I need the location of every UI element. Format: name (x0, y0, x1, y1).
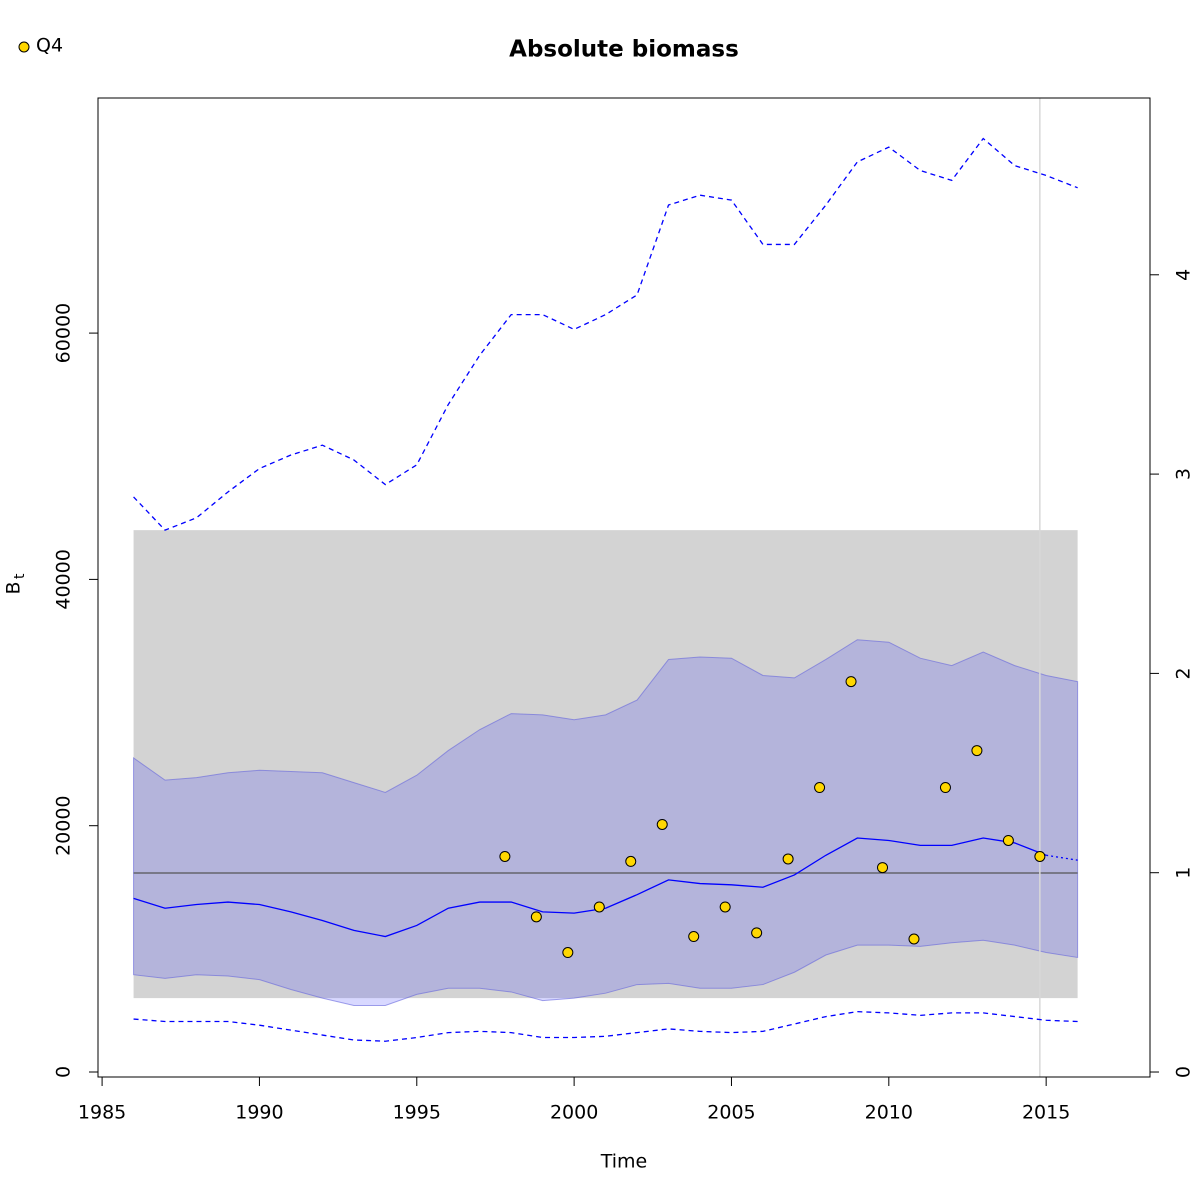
series-line (133, 837, 1047, 938)
y2-tick-label: 1 (1173, 867, 1195, 879)
data-point (782, 853, 794, 865)
y-tick-label: 0 (53, 1066, 75, 1078)
y2-tick-label: 3 (1173, 468, 1195, 480)
x-tick-label: 2000 (550, 1102, 598, 1124)
data-point (593, 901, 605, 913)
data-point (562, 947, 574, 959)
plot-frame (97, 97, 1151, 1078)
data-point (1002, 834, 1014, 846)
data-point (719, 901, 731, 913)
y2-tick-label: 4 (1173, 269, 1195, 281)
data-point (908, 933, 920, 945)
chart-title: Absolute biomass (509, 37, 739, 63)
y-tick-label: 60000 (53, 303, 75, 363)
data-point (530, 911, 542, 923)
reference-band (133, 530, 1078, 999)
y2-tick-label: 2 (1173, 667, 1195, 679)
data-point (1034, 850, 1046, 862)
series-line (133, 1011, 1078, 1042)
x-tick-label: 2005 (707, 1102, 755, 1124)
x-tick-label: 1985 (78, 1102, 126, 1124)
data-point (845, 676, 857, 688)
y-tick-label: 20000 (53, 795, 75, 855)
series-line (133, 137, 1078, 531)
series-line (1046, 854, 1078, 861)
data-point (499, 850, 511, 862)
data-point (814, 782, 826, 794)
y-tick-label: 40000 (53, 549, 75, 609)
data-point (971, 745, 983, 757)
y2-tick-label: 0 (1173, 1066, 1195, 1078)
x-tick-label: 1990 (235, 1102, 283, 1124)
data-point (877, 862, 889, 874)
y-axis-label-sub: t (12, 573, 28, 579)
y-axis-label: B t (3, 573, 29, 595)
x-tick-label: 1995 (393, 1102, 441, 1124)
confidence-band (133, 639, 1079, 1006)
data-point (939, 782, 951, 794)
x-tick-label: 2015 (1022, 1102, 1070, 1124)
x-tick-label: 2010 (865, 1102, 913, 1124)
data-point (688, 931, 700, 943)
legend-label: Q4 (36, 35, 63, 57)
data-point (751, 927, 763, 939)
y-axis-label-main: B (3, 581, 25, 594)
data-point (656, 818, 668, 830)
x-axis-label: Time (600, 1151, 648, 1173)
legend-marker (18, 41, 30, 53)
data-point (625, 855, 637, 867)
